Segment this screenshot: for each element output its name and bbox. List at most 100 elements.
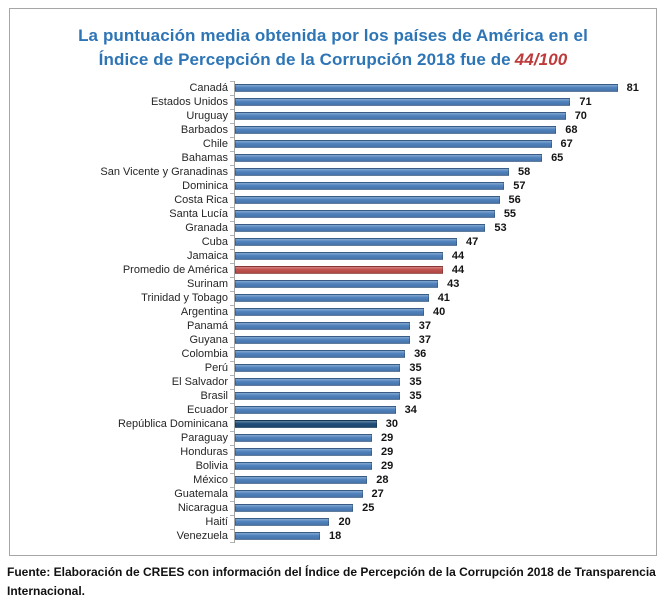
category-label: Haití: [205, 516, 228, 528]
bar: [235, 280, 439, 288]
chart-row: Ecuador 34: [18, 403, 646, 417]
source-note: Fuente: Elaboración de CREES con informa…: [7, 565, 656, 598]
chart-row: Bahamas 65: [18, 151, 646, 165]
bar: [235, 224, 486, 232]
value-label: 67: [560, 138, 573, 150]
value-label: 43: [447, 278, 460, 290]
category-axis-cell: 55: [230, 207, 646, 221]
bar: [235, 350, 406, 358]
bar: [235, 98, 571, 106]
bar: [235, 252, 443, 260]
chart-row: San Vicente y Granadinas 58: [18, 165, 646, 179]
value-label: 27: [371, 488, 384, 500]
bar: [235, 322, 410, 330]
value-label: 25: [362, 502, 375, 514]
category-axis-cell: 36: [230, 347, 646, 361]
chart-title: La puntuación media obtenida por los paí…: [10, 24, 656, 72]
category-label: Nicaragua: [177, 502, 228, 514]
bar: [235, 238, 458, 246]
category-axis-cell: 58: [230, 165, 646, 179]
category-axis-cell: 41: [230, 291, 646, 305]
value-label: 36: [414, 348, 427, 360]
category-axis-cell: 29: [230, 431, 646, 445]
category-axis-cell: 37: [230, 333, 646, 347]
category-label: Colombia: [181, 348, 228, 360]
category-axis-cell: 20: [230, 515, 646, 529]
category-axis-cell: 68: [230, 123, 646, 137]
category-label: Ecuador: [187, 404, 228, 416]
category-axis-cell: 40: [230, 305, 646, 319]
chart-row: Uruguay 70: [18, 109, 646, 123]
category-axis-cell: 29: [230, 445, 646, 459]
category-axis-cell: 25: [230, 501, 646, 515]
value-label: 44: [451, 264, 465, 276]
category-label: Bahamas: [181, 152, 228, 164]
value-label: 58: [517, 166, 531, 178]
category-label: Dominica: [182, 180, 228, 192]
value-label: 70: [574, 110, 587, 122]
chart-row: Barbados 68: [18, 123, 646, 137]
category-axis-cell: 81: [230, 81, 646, 95]
category-axis-cell: 47: [230, 235, 646, 249]
bar: [235, 476, 368, 484]
bar: [235, 518, 330, 526]
value-label: 40: [432, 306, 446, 318]
category-label: El Salvador: [171, 376, 228, 388]
bar: [235, 266, 443, 274]
chart-row: Santa Lucía 55: [18, 207, 646, 221]
category-label: Granada: [185, 222, 228, 234]
value-label: 47: [466, 236, 479, 248]
chart-row: Argentina 40: [18, 305, 646, 319]
chart-row: Granada 53: [18, 221, 646, 235]
category-label: Panamá: [187, 320, 228, 332]
value-label: 29: [380, 446, 394, 458]
bar: [235, 336, 410, 344]
category-label: Guyana: [189, 334, 228, 346]
category-axis-cell: 43: [230, 277, 646, 291]
chart-row: Cuba 47: [18, 235, 646, 249]
category-label: Bolivia: [195, 460, 228, 472]
bar: [235, 308, 424, 316]
category-axis-cell: 44: [230, 249, 646, 263]
bar: [235, 392, 401, 400]
value-label: 30: [385, 418, 398, 430]
chart-row: Jamaica 44: [18, 249, 646, 263]
value-label: 20: [338, 516, 351, 528]
chart-row: Honduras 29: [18, 445, 646, 459]
value-label: 35: [409, 390, 422, 402]
chart-row: Promedio de América 44: [18, 263, 646, 277]
chart-row: Dominica 57: [18, 179, 646, 193]
category-label: Promedio de América: [122, 264, 228, 276]
category-label: Surinam: [187, 278, 228, 290]
value-label: 68: [565, 124, 578, 136]
value-label: 41: [437, 292, 450, 304]
category-label: Brasil: [200, 390, 228, 402]
value-label: 35: [409, 362, 422, 374]
category-label: México: [193, 474, 228, 486]
chart-row: Paraguay 29: [18, 431, 646, 445]
chart-title-line1: La puntuación media obtenida por los paí…: [78, 26, 588, 45]
chart-row: Panamá 37: [18, 319, 646, 333]
chart-row: Nicaragua 25: [18, 501, 646, 515]
category-label: Perú: [204, 362, 228, 374]
category-axis-cell: 34: [230, 403, 646, 417]
category-axis-cell: 53: [230, 221, 646, 235]
category-axis-cell: 65: [230, 151, 646, 165]
bar: [235, 532, 321, 540]
bar: [235, 462, 372, 470]
bar: [235, 364, 401, 372]
category-label: Jamaica: [187, 250, 228, 262]
chart-row: Surinam 43: [18, 277, 646, 291]
category-label: Honduras: [180, 446, 228, 458]
category-axis-cell: 18: [230, 529, 646, 543]
bar: [235, 434, 372, 442]
bar: [235, 448, 372, 456]
value-label: 53: [494, 222, 507, 234]
bar: [235, 140, 552, 148]
category-label: Trinidad y Tobago: [141, 292, 228, 304]
chart-frame: La puntuación media obtenida por los paí…: [9, 8, 657, 556]
bar: [235, 406, 396, 414]
chart-title-line2: Índice de Percepción de la Corrupción 20…: [98, 50, 511, 69]
value-label: 34: [404, 404, 417, 416]
